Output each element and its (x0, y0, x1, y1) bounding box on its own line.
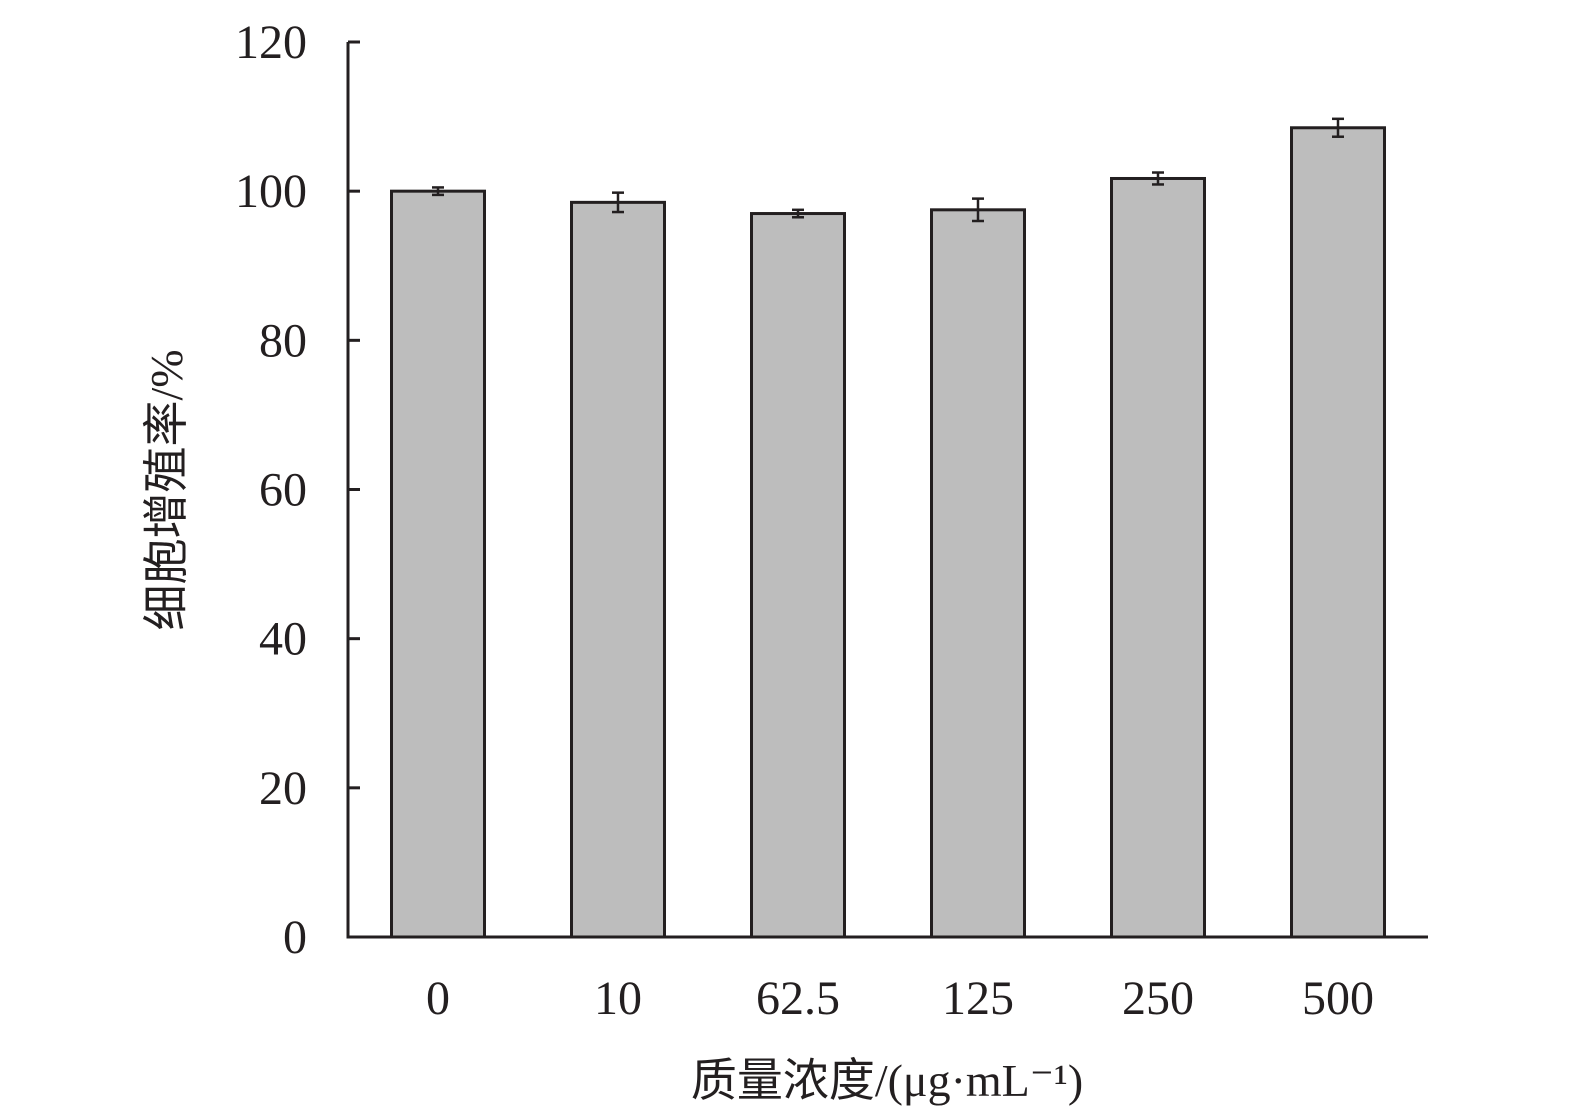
y-tick-label: 40 (259, 613, 307, 666)
error-bar-10 (612, 191, 624, 214)
y-tick-label: 120 (235, 16, 307, 69)
x-tick-label: 125 (942, 972, 1014, 1025)
bar-500 (1290, 126, 1386, 939)
bar-62.5 (750, 212, 846, 939)
x-tick-label: 500 (1302, 972, 1374, 1025)
error-bar-125 (972, 197, 984, 223)
error-bar-250 (1152, 171, 1164, 186)
bar-0 (390, 189, 486, 939)
error-bars-layer (432, 117, 1344, 223)
x-ticks-layer: 0 10 62.5 125 250 500 (426, 972, 1374, 1025)
y-tick-label: 80 (259, 314, 307, 367)
error-bar-62.5 (792, 208, 804, 219)
error-bar-500 (1332, 117, 1344, 138)
y-ticks-layer: 0 20 40 60 80 100 120 (235, 16, 360, 964)
axes-layer (346, 42, 1428, 939)
y-tick-label: 0 (283, 911, 307, 964)
x-tick-label: 10 (594, 972, 642, 1025)
y-axis-title: 细胞增殖率/% (141, 349, 192, 630)
y-tick-label: 100 (235, 165, 307, 218)
y-tick-label: 60 (259, 464, 307, 517)
y-tick-label: 20 (259, 762, 307, 815)
error-bar-0 (432, 186, 444, 197)
bar-10 (570, 200, 666, 939)
bar-250 (1110, 176, 1206, 939)
bar-125 (930, 208, 1026, 939)
x-tick-label: 62.5 (756, 972, 840, 1025)
x-axis-title: 质量浓度/(μg·mL⁻¹) (691, 1055, 1083, 1106)
x-tick-label: 0 (426, 972, 450, 1025)
bars-layer (390, 126, 1386, 939)
x-tick-label: 250 (1122, 972, 1194, 1025)
